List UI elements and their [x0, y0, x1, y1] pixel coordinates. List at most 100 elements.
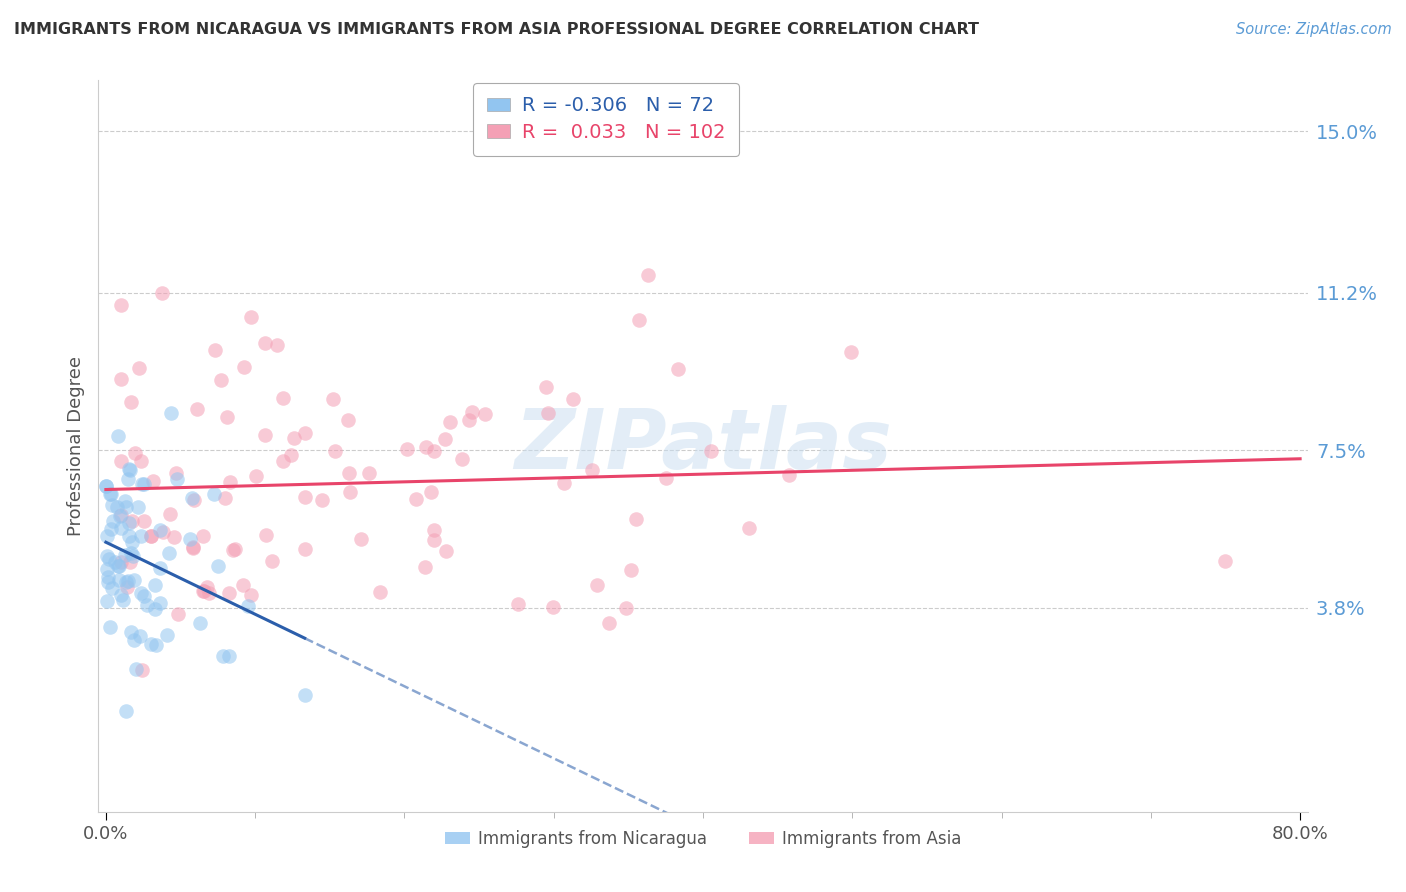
Point — [585, 578, 607, 592]
Point — [553, 476, 575, 491]
Point — [232, 359, 254, 374]
Point — [738, 521, 761, 535]
Point — [209, 373, 232, 387]
Point — [118, 555, 141, 569]
Point — [254, 335, 277, 350]
Point — [149, 561, 172, 575]
Point — [101, 499, 124, 513]
Point — [118, 516, 141, 530]
Point — [839, 344, 862, 359]
Point — [141, 529, 163, 543]
Point — [167, 607, 190, 622]
Point — [212, 648, 235, 663]
Point — [117, 471, 139, 485]
Point — [405, 492, 427, 507]
Point — [193, 583, 215, 598]
Point — [149, 596, 172, 610]
Point — [97, 574, 120, 589]
Point — [561, 392, 583, 406]
Point — [115, 705, 138, 719]
Point — [214, 491, 236, 505]
Text: ZIPatlas: ZIPatlas — [515, 406, 891, 486]
Point — [457, 413, 479, 427]
Point — [339, 485, 361, 500]
Point — [359, 466, 381, 480]
Point — [181, 491, 204, 506]
Point — [204, 343, 226, 357]
Point — [129, 454, 152, 468]
Point — [337, 466, 360, 480]
Point — [120, 546, 142, 560]
Point — [105, 500, 128, 515]
Point — [100, 487, 122, 501]
Point — [96, 594, 118, 608]
Point — [122, 549, 145, 564]
Point — [239, 310, 262, 325]
Point — [124, 446, 146, 460]
Point — [451, 452, 474, 467]
Point — [162, 530, 184, 544]
Point — [110, 508, 132, 522]
Point — [423, 443, 446, 458]
Point — [224, 542, 246, 557]
Point — [222, 542, 245, 557]
Point — [238, 599, 260, 614]
Point — [165, 466, 187, 480]
Point — [655, 471, 678, 485]
Point — [700, 443, 723, 458]
Point — [219, 475, 242, 490]
Point — [96, 479, 118, 493]
Point — [423, 533, 446, 547]
Point — [218, 649, 240, 664]
Point — [98, 552, 121, 566]
Point — [107, 429, 129, 443]
Point — [110, 555, 132, 569]
Point — [139, 529, 162, 543]
Point — [131, 664, 153, 678]
Point — [283, 431, 305, 445]
Point — [152, 524, 174, 539]
Point — [128, 361, 150, 376]
Point — [413, 559, 436, 574]
Point — [115, 580, 138, 594]
Point — [191, 583, 214, 598]
Point — [124, 573, 146, 587]
Point — [350, 532, 373, 546]
Point — [627, 313, 650, 327]
Point — [534, 380, 557, 394]
Point — [181, 541, 204, 555]
Point — [110, 371, 132, 385]
Point — [536, 406, 558, 420]
Point — [637, 268, 659, 283]
Point — [395, 442, 418, 457]
Point — [120, 624, 142, 639]
Point — [461, 405, 484, 419]
Point — [181, 540, 204, 554]
Point — [117, 574, 139, 588]
Point — [433, 432, 456, 446]
Point — [197, 586, 219, 600]
Point — [129, 585, 152, 599]
Point — [136, 598, 159, 612]
Point — [271, 454, 294, 468]
Point — [134, 589, 156, 603]
Point — [183, 492, 205, 507]
Point — [508, 597, 530, 611]
Point — [110, 298, 132, 312]
Point — [108, 508, 131, 523]
Point — [218, 585, 240, 599]
Point — [132, 476, 155, 491]
Point — [254, 528, 277, 542]
Point — [232, 578, 254, 592]
Point — [541, 599, 564, 614]
Point — [115, 500, 138, 514]
Point — [149, 523, 172, 537]
Point — [294, 490, 316, 504]
Point — [115, 575, 138, 590]
Point — [294, 542, 316, 557]
Point — [107, 573, 129, 587]
Point — [101, 515, 124, 529]
Point — [96, 562, 118, 576]
Point — [121, 514, 143, 528]
Point — [778, 468, 800, 483]
